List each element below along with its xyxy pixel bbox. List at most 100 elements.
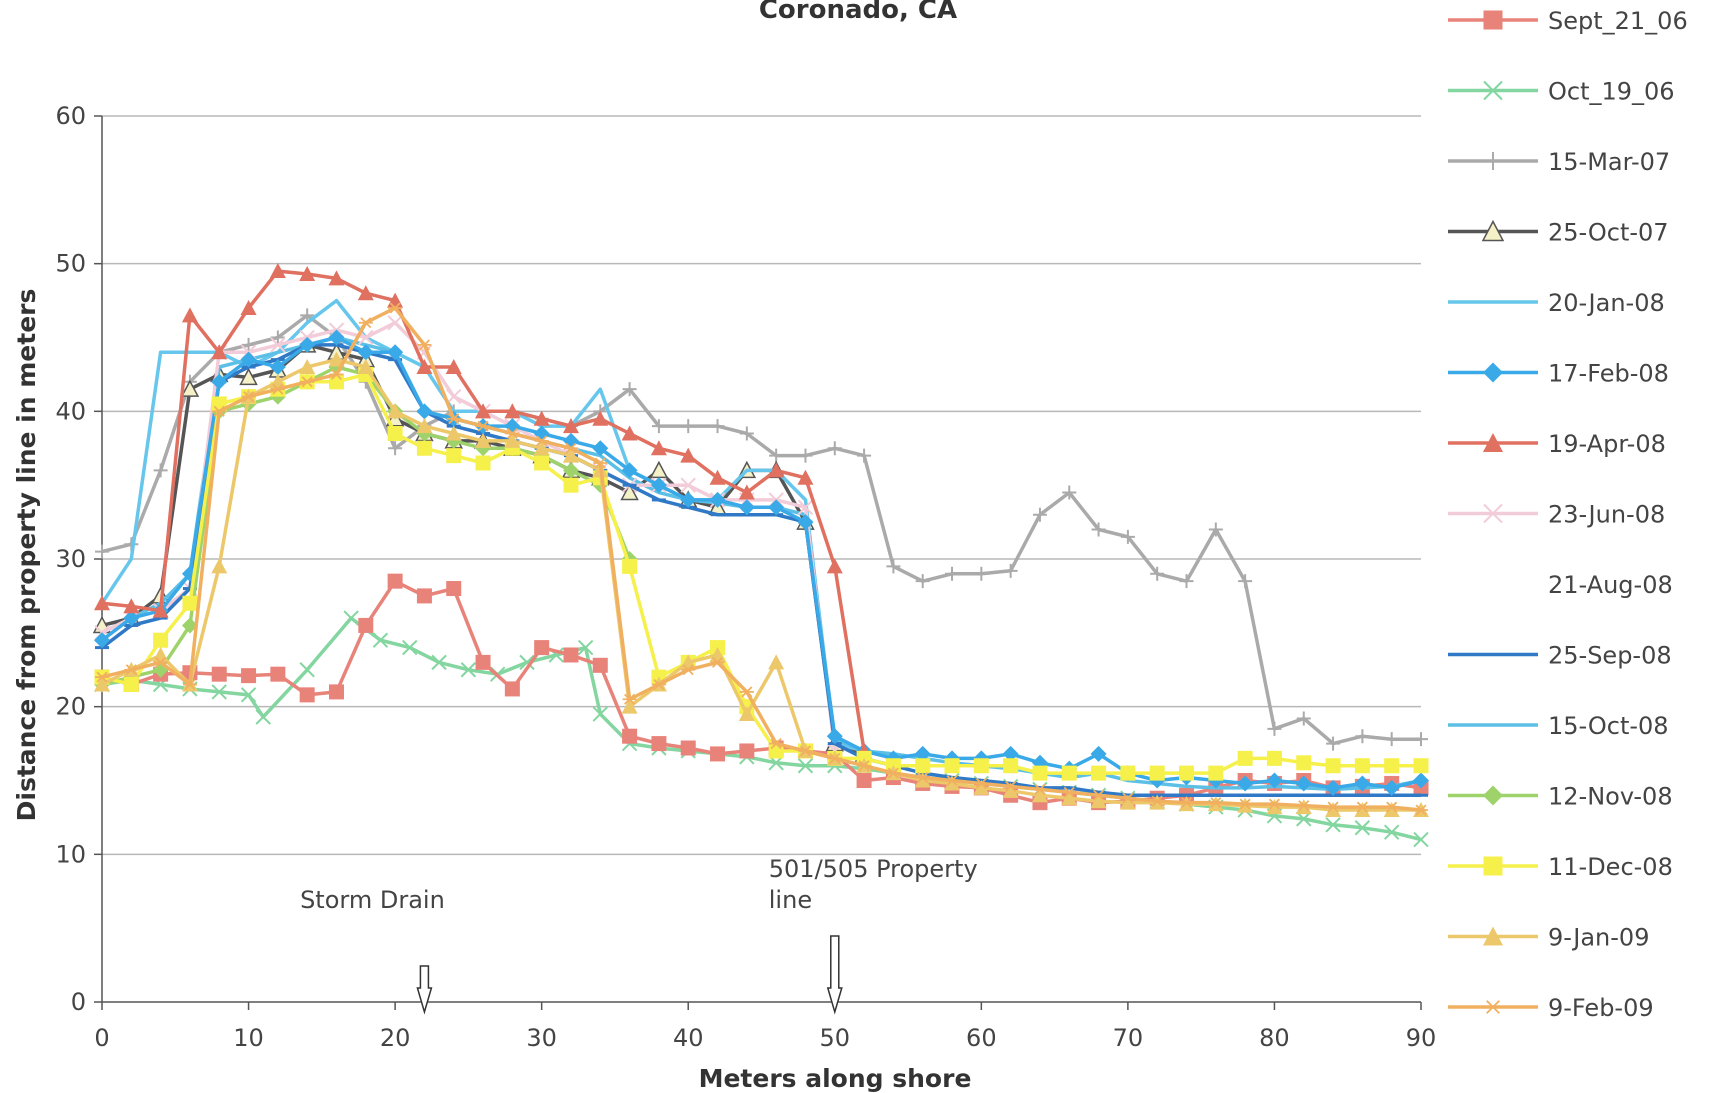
- series-line: [101, 335, 1422, 792]
- legend-swatch-marker: [1483, 433, 1503, 452]
- y-tick-label: 20: [55, 693, 86, 721]
- data-point: [651, 736, 667, 752]
- data-point: [1091, 765, 1107, 781]
- data-point: [592, 657, 608, 673]
- data-point: [1296, 711, 1311, 726]
- data-point: [123, 610, 140, 627]
- data-point: [182, 595, 198, 611]
- data-point: [211, 684, 227, 700]
- data-point: [974, 777, 989, 789]
- series-19-Apr-08: [94, 263, 873, 758]
- data-point: [299, 359, 316, 375]
- data-point: [1267, 721, 1282, 736]
- series-line: [101, 306, 1422, 812]
- legend-swatch-marker: [1483, 785, 1503, 806]
- data-point: [476, 420, 491, 432]
- data-point: [1384, 758, 1400, 774]
- data-point: [768, 654, 785, 670]
- legend-item: 19-Apr-08: [1448, 430, 1666, 458]
- data-point: [974, 566, 989, 581]
- x-tick-label: 70: [1113, 1024, 1144, 1052]
- legend-swatch-marker: [1484, 1000, 1502, 1014]
- series-12-Nov-08: [94, 359, 638, 693]
- data-point: [1150, 795, 1165, 807]
- legend-label: 9-Jan-09: [1548, 924, 1649, 952]
- data-point: [1326, 801, 1341, 813]
- data-point: [563, 647, 579, 663]
- data-point: [563, 477, 579, 493]
- data-point: [240, 299, 257, 315]
- data-point: [1355, 801, 1370, 813]
- data-point: [827, 441, 842, 456]
- data-point: [123, 677, 139, 693]
- series-15-Oct-08: [101, 335, 1422, 792]
- legend-label: 20-Jan-08: [1548, 289, 1665, 317]
- legend-label: 15-Mar-07: [1548, 148, 1670, 176]
- data-point: [650, 440, 667, 456]
- data-point: [857, 760, 872, 772]
- series-line: [101, 313, 1421, 746]
- legend: Sept_21_06 Oct_19_06 15-Mar-07 25-Oct-07 20-…: [1448, 7, 1688, 1022]
- data-point: [739, 686, 754, 698]
- data-point: [1354, 758, 1370, 774]
- grid-lines: [102, 115, 1421, 856]
- data-point: [94, 676, 110, 692]
- data-point: [680, 447, 697, 463]
- data-point: [1384, 732, 1399, 747]
- data-point: [1179, 797, 1194, 809]
- legend-item: 23-Jun-08: [1448, 501, 1665, 529]
- annotation-arrow: [826, 935, 843, 1015]
- x-axis: 0 10 20 30 40 50 60 70 80 90: [94, 1001, 1436, 1052]
- data-point: [372, 632, 389, 648]
- x-tick-label: 80: [1259, 1024, 1290, 1052]
- legend-item: 25-Sep-08: [1448, 642, 1672, 670]
- data-point: [270, 383, 285, 395]
- data-point: [1296, 755, 1312, 771]
- series-line: [100, 335, 1422, 790]
- annotation-arrow: [416, 965, 433, 1015]
- data-point: [563, 442, 578, 454]
- series-lines: [92, 263, 1429, 848]
- data-point: [621, 698, 638, 714]
- data-point: [388, 441, 403, 456]
- legend-label: 23-Jun-08: [1548, 501, 1665, 529]
- data-point: [329, 368, 344, 380]
- legend-label: Sept_21_06: [1548, 7, 1688, 35]
- data-point: [1326, 736, 1341, 751]
- data-point: [269, 359, 286, 376]
- legend-swatch-marker: [1483, 503, 1503, 524]
- series-9-Feb-09: [95, 302, 1428, 816]
- data-point: [95, 544, 109, 559]
- y-axis-title: Distance from property line in meters: [12, 289, 41, 822]
- data-point: [915, 772, 930, 784]
- data-point: [153, 656, 168, 668]
- data-point: [533, 410, 550, 426]
- data-point: [270, 337, 286, 353]
- data-point: [1296, 811, 1312, 827]
- data-point: [416, 403, 433, 420]
- data-point: [1237, 750, 1253, 766]
- data-point: [1120, 792, 1135, 804]
- x-axis-title: Meters along shore: [699, 1064, 972, 1093]
- data-point: [181, 617, 198, 634]
- legend-swatch-marker: [1481, 219, 1505, 242]
- series-line: [101, 357, 1421, 812]
- data-point: [446, 448, 462, 464]
- data-point: [945, 774, 960, 787]
- data-point: [592, 440, 609, 457]
- data-point: [1325, 802, 1342, 818]
- data-point: [798, 745, 813, 757]
- data-point: [620, 482, 639, 501]
- data-point: [768, 499, 785, 516]
- data-point: [241, 668, 257, 684]
- legend-item: Sept_21_06: [1448, 7, 1688, 35]
- data-point: [357, 285, 374, 301]
- data-point: [681, 419, 696, 434]
- data-point: [446, 388, 462, 405]
- data-point: [328, 351, 345, 367]
- data-point: [241, 391, 256, 403]
- data-point: [915, 758, 931, 774]
- y-tick-label: 40: [55, 397, 86, 425]
- legend-swatch-marker: [1483, 362, 1503, 383]
